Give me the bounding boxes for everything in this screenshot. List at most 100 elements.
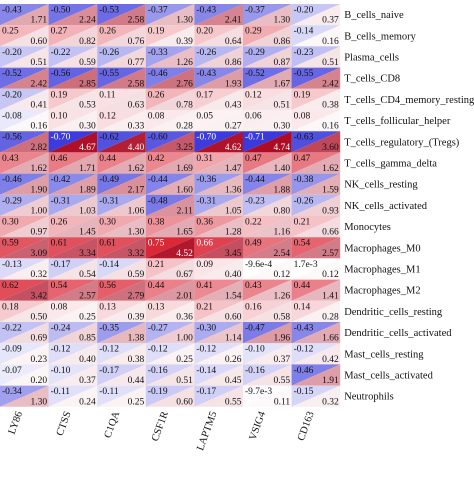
correlation-label: 0.05 xyxy=(196,112,213,122)
correlation-label: -0.14 xyxy=(99,260,119,270)
significance-label: 0.37 xyxy=(79,376,96,386)
significance-label: 0.77 xyxy=(128,58,145,68)
cell-correlation xyxy=(0,194,49,216)
correlation-label: -0.24 xyxy=(51,324,71,334)
significance-label: 1.30 xyxy=(128,228,145,238)
cell-correlation xyxy=(145,67,195,89)
cell-significance xyxy=(243,300,292,322)
correlation-label: -0.27 xyxy=(148,324,168,334)
correlation-label: -0.46 xyxy=(148,69,168,79)
cell-significance xyxy=(291,173,341,195)
cell-significance xyxy=(0,279,49,301)
cell-significance xyxy=(291,343,341,365)
significance-label: 1.14 xyxy=(225,334,242,344)
cell-significance xyxy=(194,300,243,322)
significance-label: 4.67 xyxy=(79,143,96,153)
significance-label: 0.53 xyxy=(79,101,96,111)
cell-significance xyxy=(97,343,146,365)
significance-label: 0.43 xyxy=(225,101,242,111)
cell-significance xyxy=(291,216,341,238)
column-label: C1QA xyxy=(103,410,123,440)
correlation-label: 0.38 xyxy=(148,218,165,228)
significance-label: 0.45 xyxy=(225,376,242,386)
cell-correlation xyxy=(243,279,292,301)
correlation-label: 0.44 xyxy=(99,154,116,164)
correlation-label: -0.37 xyxy=(245,6,265,16)
cell-correlation xyxy=(194,173,243,195)
correlation-label: 0.26 xyxy=(51,218,68,228)
correlation-label: 0.21 xyxy=(148,260,165,270)
row-label: Mast_cells_activated xyxy=(344,371,433,382)
significance-label: 1.88 xyxy=(273,185,290,195)
cell-significance xyxy=(97,67,146,89)
cell-correlation xyxy=(243,385,292,407)
significance-label: 1.91 xyxy=(322,376,339,386)
cell-significance xyxy=(0,4,49,26)
correlation-label: -0.14 xyxy=(294,27,314,37)
row-label: NK_cells_resting xyxy=(344,180,418,191)
significance-label: 2.76 xyxy=(176,79,193,89)
significance-label: 0.37 xyxy=(322,16,339,26)
row-label: T_cells_CD4_memory_resting xyxy=(344,95,474,106)
significance-label: 3.32 xyxy=(128,249,145,259)
correlation-label: -0.56 xyxy=(51,69,71,79)
column-label: VSIG4 xyxy=(248,409,269,441)
cell-significance xyxy=(97,131,146,153)
cell-correlation xyxy=(48,343,98,365)
correlation-label: -0.55 xyxy=(99,69,119,79)
correlation-label: -0.17 xyxy=(196,387,216,397)
significance-label: 1.36 xyxy=(225,185,242,195)
significance-label: 3.45 xyxy=(225,249,242,259)
significance-label: 1.90 xyxy=(30,185,47,195)
significance-label: 1.62 xyxy=(128,164,145,174)
cell-correlation xyxy=(194,67,243,89)
column-label: LAPTM5 xyxy=(195,410,219,452)
significance-label: 2.41 xyxy=(225,16,242,26)
correlation-label: -0.44 xyxy=(245,175,265,185)
cell-significance xyxy=(194,343,243,365)
row-label: Dendritic_cells_resting xyxy=(344,307,443,318)
cell-significance xyxy=(48,152,98,174)
cell-correlation xyxy=(194,279,243,301)
significance-label: 0.51 xyxy=(176,376,193,386)
cell-significance xyxy=(194,46,243,68)
row-label: Dendritic_cells_activated xyxy=(344,328,452,339)
correlation-label: -0.17 xyxy=(99,366,119,376)
cell-correlation xyxy=(243,322,292,344)
cell-significance xyxy=(97,364,146,386)
cell-significance xyxy=(97,300,146,322)
cell-significance xyxy=(97,258,146,280)
cell-correlation xyxy=(243,152,292,174)
cell-correlation xyxy=(291,88,341,110)
significance-label: 0.26 xyxy=(225,355,242,365)
cell-significance xyxy=(0,385,49,407)
cell-significance xyxy=(145,322,195,344)
significance-label: 1.38 xyxy=(128,334,145,344)
correlation-label: 0.21 xyxy=(196,302,213,312)
cell-correlation xyxy=(48,322,98,344)
cell-correlation xyxy=(145,152,195,174)
row-label: T_cells_regulatory_(Tregs) xyxy=(344,137,460,148)
cell-significance xyxy=(291,322,341,344)
cell-correlation xyxy=(48,279,98,301)
cell-significance xyxy=(0,343,49,365)
significance-label: 2.58 xyxy=(128,79,145,89)
correlation-label: -0.17 xyxy=(51,260,71,270)
significance-label: 1.62 xyxy=(30,164,47,174)
cell-correlation xyxy=(145,364,195,386)
correlation-label: -0.44 xyxy=(148,175,168,185)
significance-label: 0.80 xyxy=(273,207,290,217)
correlation-label: -0.71 xyxy=(245,133,265,143)
correlation-label: 0.22 xyxy=(245,218,262,228)
correlation-label: 1.7e-3 xyxy=(294,260,318,270)
significance-label: 2.11 xyxy=(177,207,194,217)
cell-correlation xyxy=(0,216,49,238)
cell-significance xyxy=(145,216,195,238)
cell-correlation xyxy=(0,385,49,407)
cell-correlation xyxy=(97,25,146,47)
significance-label: 1.06 xyxy=(128,207,145,217)
cell-significance xyxy=(194,67,243,89)
cell-significance xyxy=(243,46,292,68)
correlation-label: -0.09 xyxy=(2,345,22,355)
cell-significance xyxy=(0,173,49,195)
